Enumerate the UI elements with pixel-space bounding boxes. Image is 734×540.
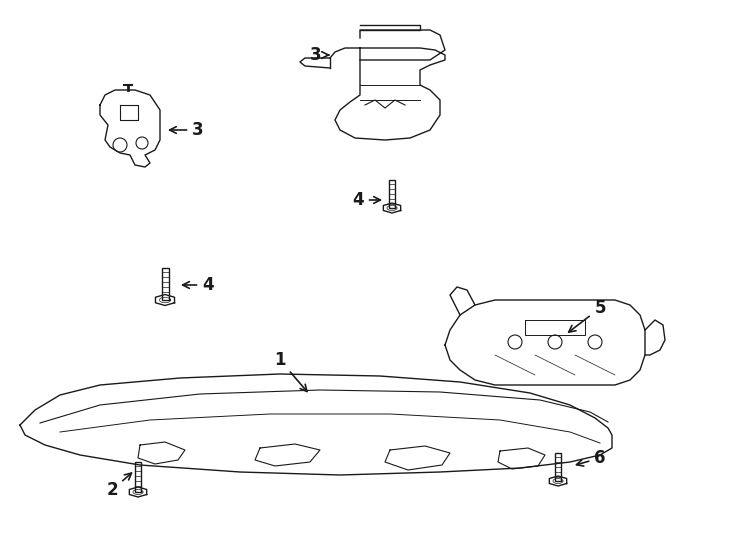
- Text: 4: 4: [352, 191, 380, 209]
- Text: 3: 3: [170, 121, 204, 139]
- Text: 3: 3: [310, 46, 328, 64]
- Text: 1: 1: [275, 351, 307, 392]
- Text: 4: 4: [183, 276, 214, 294]
- Bar: [389, 180, 395, 208]
- Bar: [555, 453, 561, 481]
- Text: 6: 6: [576, 449, 606, 467]
- Bar: [135, 462, 141, 492]
- Text: 2: 2: [106, 473, 131, 499]
- Text: 5: 5: [569, 299, 606, 332]
- Bar: [161, 268, 169, 300]
